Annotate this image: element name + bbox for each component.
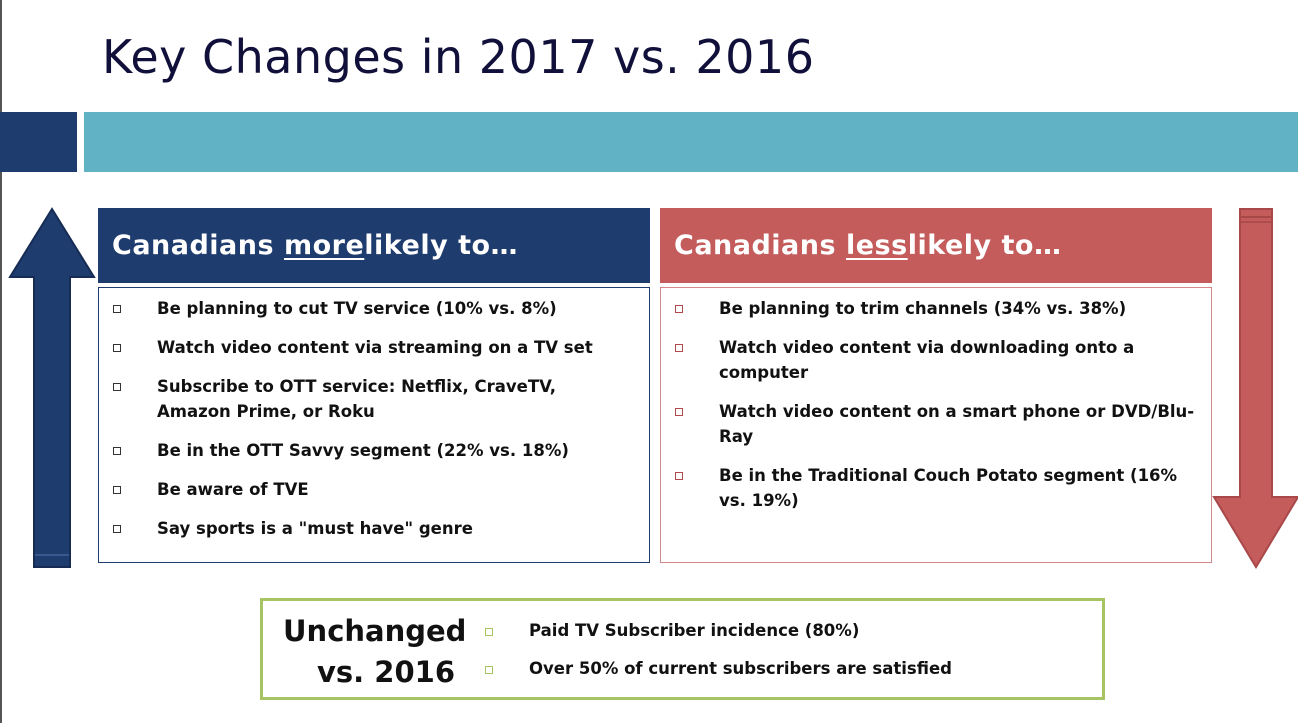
less-header-prefix: Canadians (674, 230, 837, 261)
square-bullet-icon (113, 383, 121, 391)
list-item: Say sports is a "must have" genre (99, 516, 635, 541)
square-bullet-icon (485, 666, 493, 674)
square-bullet-icon (675, 344, 683, 352)
square-bullet-icon (485, 628, 493, 636)
list-item: Be planning to cut TV service (10% vs. 8… (99, 296, 635, 321)
square-bullet-icon (675, 305, 683, 313)
less-likely-list: Be planning to trim channels (34% vs. 38… (661, 288, 1211, 513)
less-header-emphasis: less (845, 230, 908, 261)
arrow-up-icon (8, 207, 96, 568)
list-item-text: Be planning to cut TV service (10% vs. 8… (157, 299, 557, 318)
more-header-suffix: likely to… (364, 230, 519, 261)
more-header-prefix: Canadians (112, 230, 275, 261)
list-item: Be aware of TVE (99, 477, 635, 502)
more-likely-list-box: Be planning to cut TV service (10% vs. 8… (98, 287, 650, 563)
list-item: Watch video content via streaming on a T… (99, 335, 635, 360)
square-bullet-icon (675, 472, 683, 480)
slide-left-edge (0, 0, 2, 723)
list-item: Over 50% of current subscribers are sati… (481, 657, 952, 681)
unchanged-box: Unchanged vs. 2016 Paid TV Subscriber in… (260, 598, 1105, 700)
list-item-text: Be planning to trim channels (34% vs. 38… (719, 299, 1127, 318)
list-item: Be in the Traditional Couch Potato segme… (661, 463, 1197, 513)
list-item: Watch video content on a smart phone or … (661, 399, 1197, 449)
list-item-text: Watch video content via downloading onto… (719, 338, 1135, 382)
arrow-down-icon (1212, 208, 1298, 569)
unchanged-list: Paid TV Subscriber incidence (80%) Over … (481, 619, 952, 695)
list-item-text: Over 50% of current subscribers are sati… (529, 659, 952, 678)
unchanged-title-line2: vs. 2016 (317, 655, 455, 689)
list-item-text: Say sports is a "must have" genre (157, 519, 473, 538)
list-item-text: Be aware of TVE (157, 480, 309, 499)
list-item-text: Watch video content on a smart phone or … (719, 402, 1195, 446)
square-bullet-icon (113, 447, 121, 455)
list-item: Watch video content via downloading onto… (661, 335, 1197, 385)
unchanged-title: Unchanged vs. 2016 (283, 611, 467, 693)
square-bullet-icon (113, 525, 121, 533)
slide-title: Key Changes in 2017 vs. 2016 (102, 30, 815, 84)
square-bullet-icon (113, 305, 121, 313)
more-likely-list: Be planning to cut TV service (10% vs. 8… (99, 288, 649, 541)
less-header-suffix: likely to… (907, 230, 1062, 261)
list-item: Be in the OTT Savvy segment (22% vs. 18%… (99, 438, 635, 463)
less-likely-header: Canadians less likely to… (660, 208, 1212, 283)
title-band-teal-bar (84, 112, 1298, 172)
less-likely-list-box: Be planning to trim channels (34% vs. 38… (660, 287, 1212, 563)
list-item-text: Be in the OTT Savvy segment (22% vs. 18%… (157, 441, 569, 460)
list-item-text: Watch video content via streaming on a T… (157, 338, 593, 357)
list-item-text: Paid TV Subscriber incidence (80%) (529, 621, 860, 640)
more-header-emphasis: more (283, 230, 365, 261)
list-item: Paid TV Subscriber incidence (80%) (481, 619, 952, 643)
list-item-text: Subscribe to OTT service: Netflix, Crave… (157, 377, 557, 421)
title-band-dark-block (0, 112, 77, 172)
square-bullet-icon (113, 344, 121, 352)
list-item: Be planning to trim channels (34% vs. 38… (661, 296, 1197, 321)
list-item-text: Be in the Traditional Couch Potato segme… (719, 466, 1178, 510)
unchanged-title-line1: Unchanged (283, 614, 467, 648)
more-likely-header: Canadians more likely to… (98, 208, 650, 283)
square-bullet-icon (113, 486, 121, 494)
square-bullet-icon (675, 408, 683, 416)
list-item: Subscribe to OTT service: Netflix, Crave… (99, 374, 635, 424)
